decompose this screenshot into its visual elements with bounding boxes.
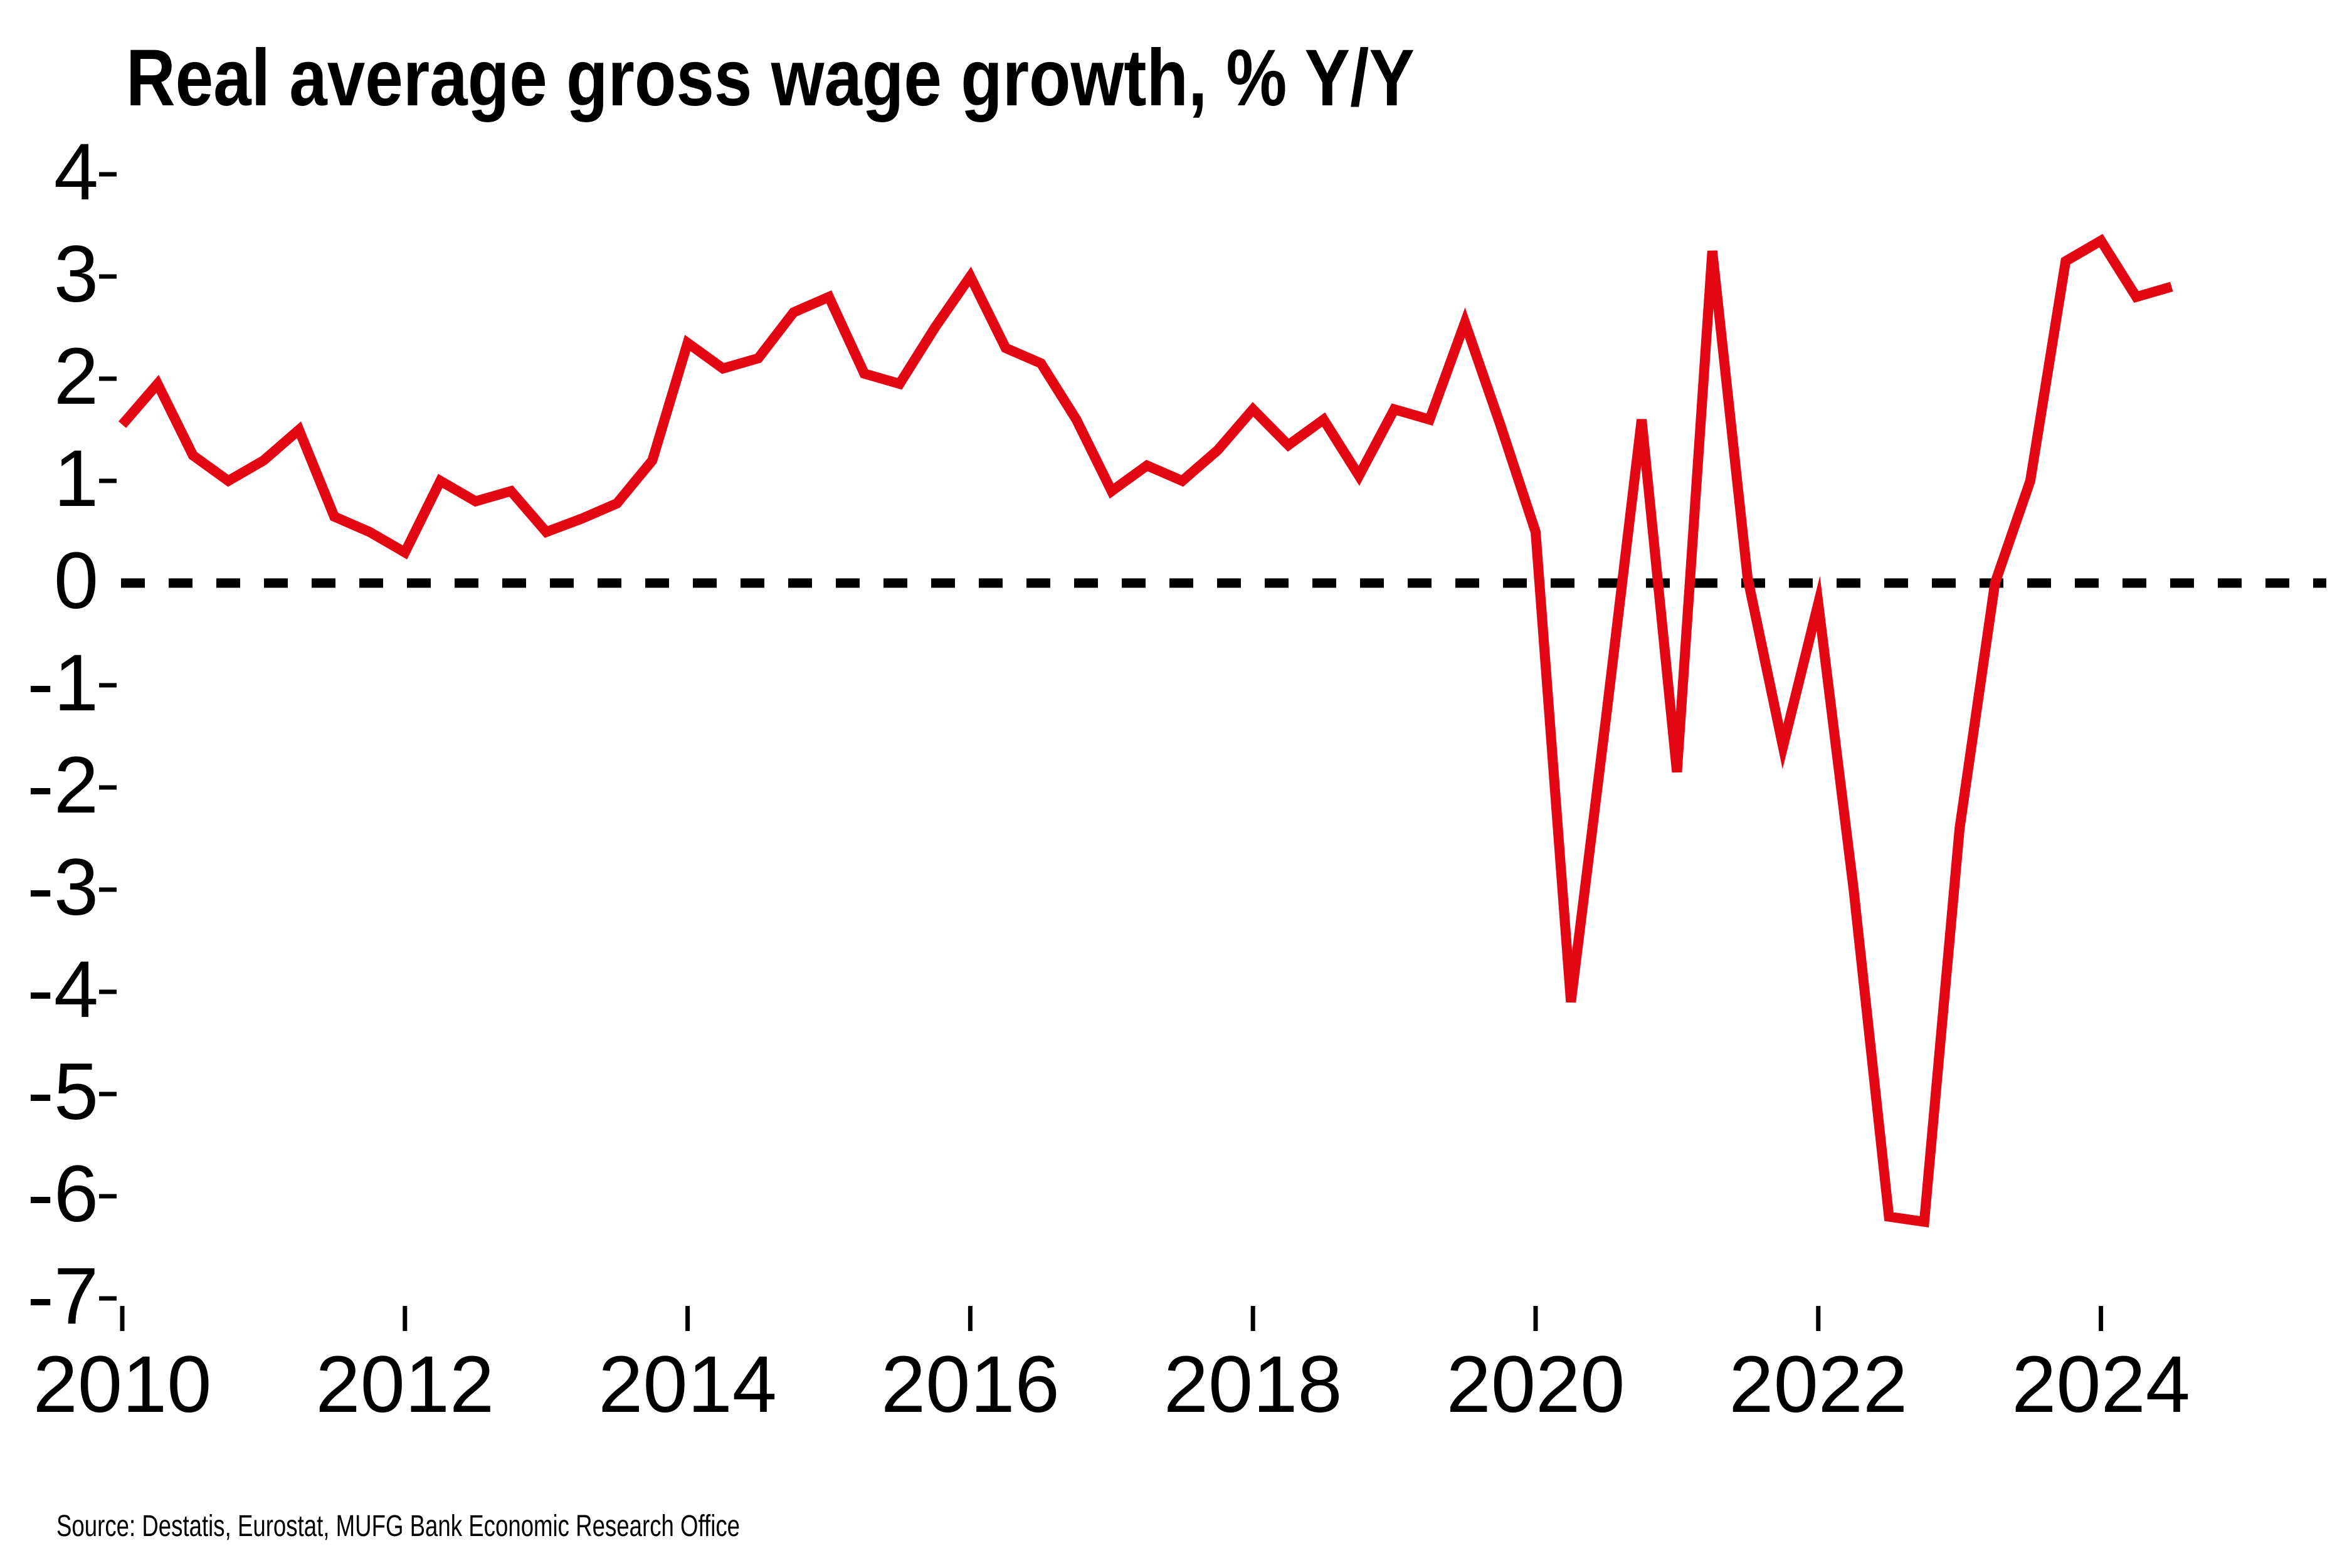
x-axis-ticks bbox=[120, 1306, 2104, 1331]
y-tick-label--4: -4 bbox=[27, 945, 98, 1034]
y-tick-label--6: -6 bbox=[27, 1149, 98, 1239]
y-tick-label--1: -1 bbox=[27, 638, 98, 728]
x-tick-label-2018: 2018 bbox=[1164, 1340, 1342, 1429]
chart-title: Real average gross wage growth, % Y/Y bbox=[126, 33, 1415, 123]
x-tick-label-2024: 2024 bbox=[2012, 1340, 2190, 1429]
y-tick-label-4: 4 bbox=[54, 127, 98, 217]
y-tick-label--5: -5 bbox=[27, 1047, 98, 1137]
y-tick-label-1: 1 bbox=[54, 434, 98, 524]
y-axis-labels: 4 3 2 1 0 -1 -2 -3 -4 -5 -6 -7 bbox=[27, 127, 98, 1341]
x-tick-label-2016: 2016 bbox=[881, 1340, 1060, 1429]
y-axis-ticks bbox=[99, 172, 117, 1301]
x-tick-label-2012: 2012 bbox=[315, 1340, 494, 1429]
x-tick-label-2020: 2020 bbox=[1447, 1340, 1625, 1429]
x-tick-label-2014: 2014 bbox=[598, 1340, 777, 1429]
y-tick-label--7: -7 bbox=[27, 1251, 98, 1341]
y-tick-label-0: 0 bbox=[54, 536, 98, 626]
source-note: Source: Destatis, Eurostat, MUFG Bank Ec… bbox=[56, 1510, 740, 1543]
x-axis-labels: 2010 2012 2014 2016 2018 2020 2022 2024 bbox=[33, 1340, 2190, 1429]
y-tick-label--3: -3 bbox=[27, 843, 98, 932]
wage-growth-series-line bbox=[118, 234, 2173, 1228]
y-tick-label--2: -2 bbox=[27, 740, 98, 830]
x-tick-label-2022: 2022 bbox=[1729, 1340, 1907, 1429]
x-tick-label-2010: 2010 bbox=[33, 1340, 212, 1429]
y-tick-label-2: 2 bbox=[54, 332, 98, 421]
y-tick-label-3: 3 bbox=[54, 229, 98, 319]
